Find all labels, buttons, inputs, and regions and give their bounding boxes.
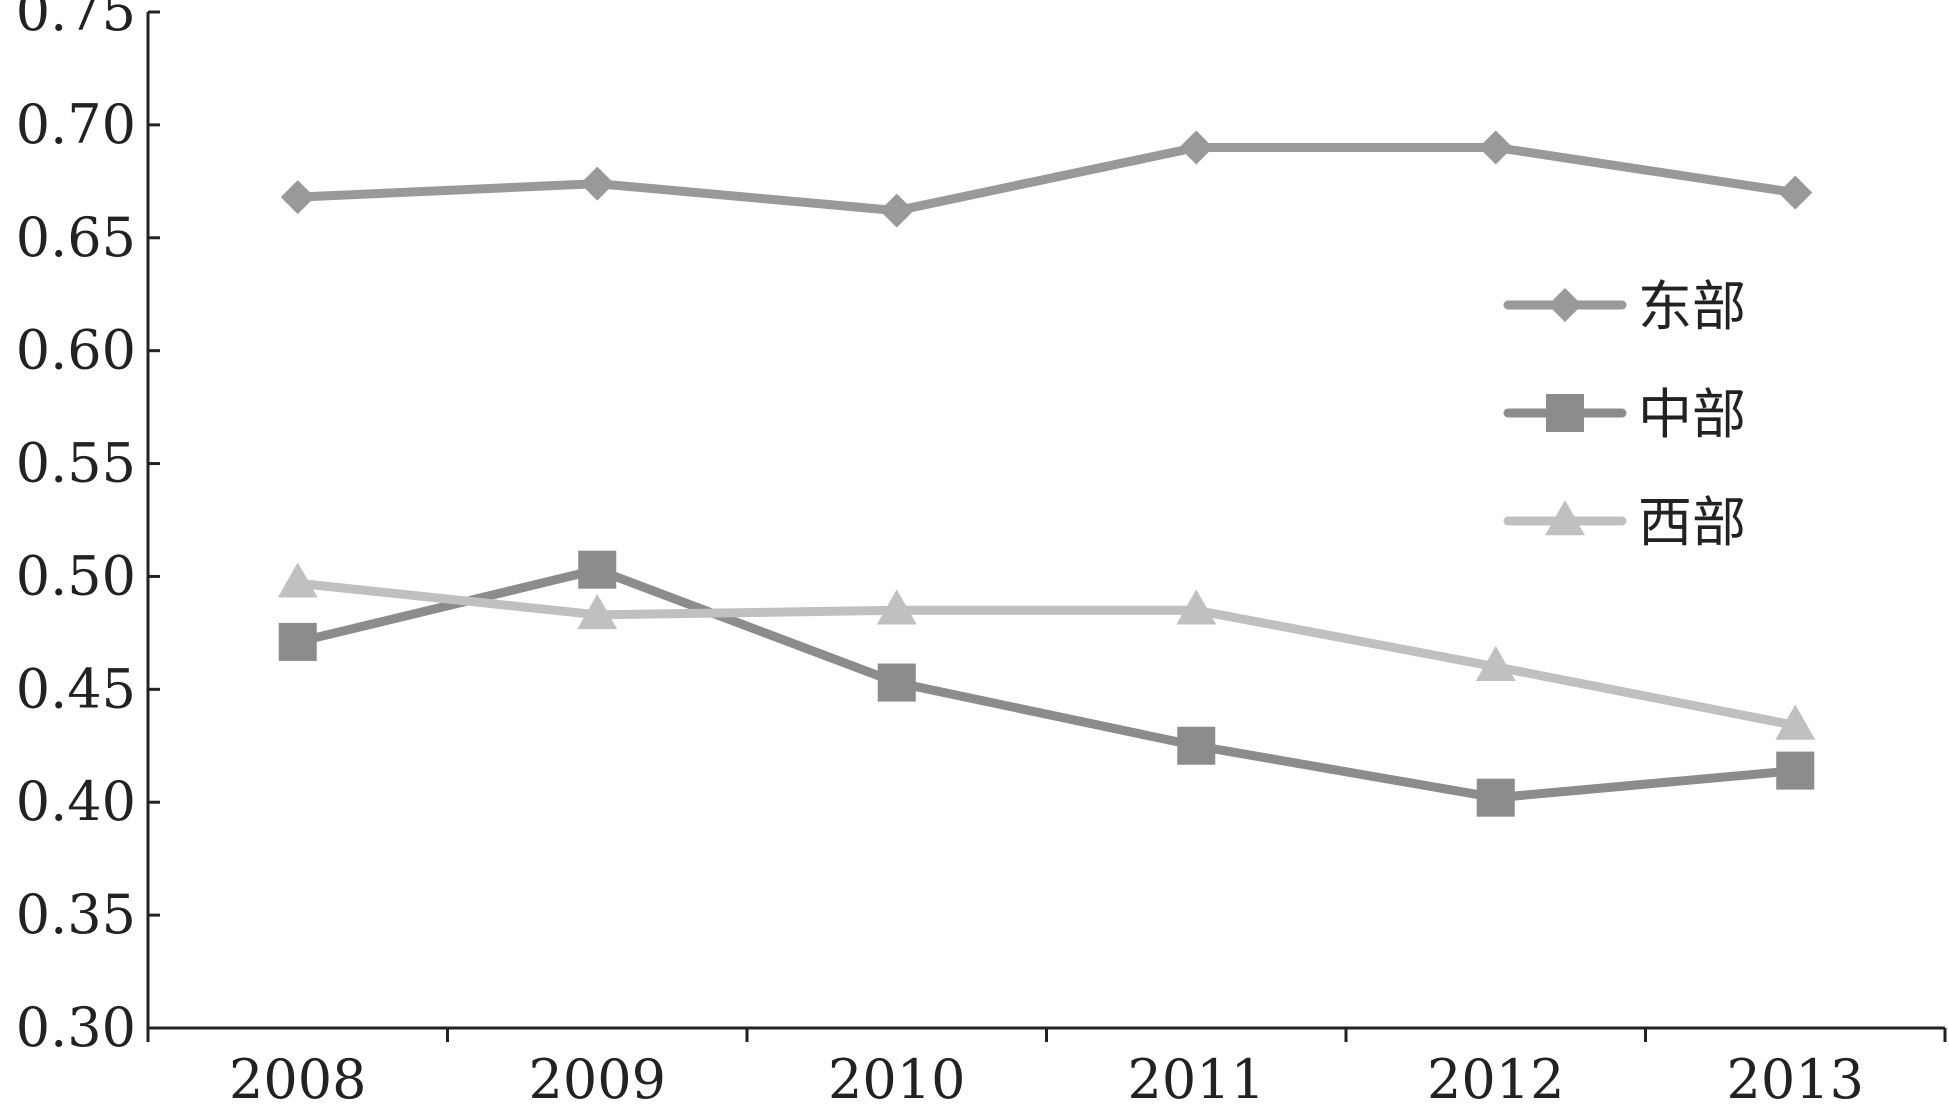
y-tick-label: 0.75 [16, 0, 136, 43]
series-line-2 [293, 565, 1800, 803]
legend-label: 中部 [1638, 383, 1746, 446]
data-point-triangle [1775, 704, 1816, 740]
x-tick-label: 2009 [529, 1048, 666, 1110]
axes: 0.30 0.35 0.40 0.45 0.50 0.55 0.60 0.65 0.70 0.75… [16, 0, 1947, 1110]
y-tick-label: 0.40 [16, 770, 136, 833]
x-tick-label: 2010 [828, 1048, 965, 1110]
data-point-triangle [1475, 645, 1516, 682]
y-tick-label: 0.45 [16, 657, 136, 720]
data-point-diamond [580, 166, 615, 201]
data-point-triangle [1176, 589, 1217, 625]
data-point-triangle [577, 593, 618, 630]
y-tick-label: 0.50 [16, 544, 136, 607]
data-point-square [578, 550, 617, 589]
series-line-1 [293, 142, 1800, 216]
data-point-diamond [1179, 130, 1214, 165]
x-tick-label: 2012 [1427, 1048, 1564, 1110]
data-point-diamond [879, 193, 914, 228]
data-point-diamond [280, 180, 315, 215]
y-tick-label: 0.35 [16, 883, 136, 946]
y-tick-label: 0.55 [16, 432, 136, 495]
x-tick-label: 2008 [229, 1048, 366, 1110]
y-tick-label: 0.65 [16, 206, 136, 269]
legend-label: 西部 [1638, 491, 1746, 554]
y-tick-label: 0.60 [16, 319, 136, 382]
x-tick-label: 2013 [1727, 1048, 1864, 1110]
data-point-diamond [1778, 175, 1813, 210]
data-point-square [1776, 751, 1815, 790]
y-tick-label: 0.70 [16, 93, 136, 156]
legend-marker-square [1546, 394, 1584, 432]
data-point-square [278, 622, 317, 661]
data-point-square [1476, 778, 1515, 817]
data-point-triangle [277, 562, 318, 598]
data-point-diamond [1478, 130, 1513, 165]
legend-label: 东部 [1638, 275, 1746, 338]
y-tick-label: 0.30 [16, 996, 136, 1059]
x-tick-label: 2011 [1128, 1048, 1265, 1110]
legend-marker-diamond [1548, 288, 1582, 322]
data-point-square [1177, 726, 1216, 765]
series-layer [277, 130, 1816, 817]
legend-marker-triangle [1545, 500, 1585, 536]
data-point-triangle [876, 589, 917, 625]
series-line-3 [293, 578, 1800, 730]
data-point-square [877, 663, 916, 702]
